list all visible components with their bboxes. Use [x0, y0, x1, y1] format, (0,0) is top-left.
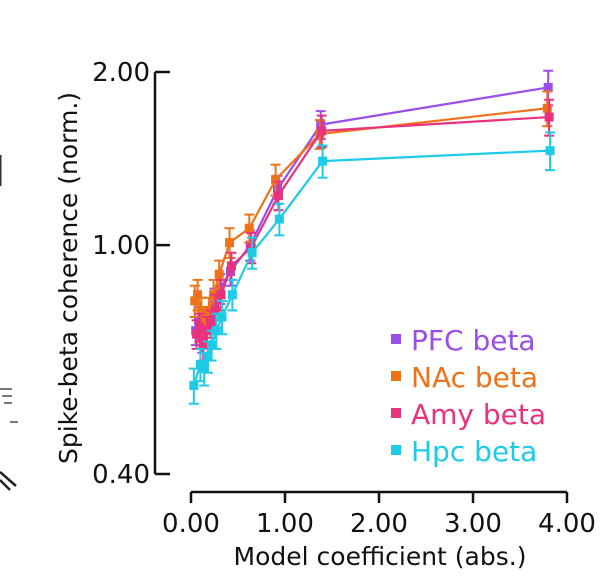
data-point-nac-beta — [225, 238, 235, 248]
data-point-hpc-beta — [217, 312, 227, 322]
data-point-hpc-beta — [203, 352, 213, 362]
legend-label-nac-beta: NAc beta — [411, 361, 538, 394]
legend-swatch-amy-beta — [391, 408, 401, 418]
y-tick-label: 1.00 — [92, 231, 150, 261]
series-amy-beta — [191, 98, 555, 362]
data-point-nac-beta — [200, 315, 210, 325]
panel-edge-artifacts — [0, 155, 18, 491]
series-line-pfc-beta — [194, 86, 549, 339]
data-point-hpc-beta — [545, 146, 555, 156]
y-ticks: 0.40 1.00 2.00 — [92, 58, 170, 490]
x-tick-label: 1.00 — [256, 509, 314, 539]
data-point-nac-beta — [271, 175, 281, 185]
data-point-hpc-beta — [189, 381, 199, 391]
x-tick-label: 2.00 — [350, 509, 408, 539]
data-point-nac-beta — [244, 223, 254, 233]
y-axis-title: Spike-beta coherence (norm.) — [54, 92, 83, 464]
data-point-nac-beta — [542, 103, 552, 113]
data-point-amy-beta — [317, 126, 327, 136]
legend-swatch-pfc-beta — [391, 334, 401, 344]
data-point-amy-beta — [210, 305, 220, 315]
data-point-amy-beta — [226, 261, 236, 271]
data-point-nac-beta — [190, 296, 200, 306]
data-point-hpc-beta — [227, 290, 237, 300]
y-tick-label: 2.00 — [92, 58, 150, 88]
data-point-amy-beta — [544, 112, 554, 122]
x-tick-label: 0.00 — [162, 509, 220, 539]
legend-swatch-hpc-beta — [391, 445, 401, 455]
data-point-hpc-beta — [211, 326, 221, 336]
data-point-hpc-beta — [199, 364, 209, 374]
legend-label-amy-beta: Amy beta — [411, 398, 546, 431]
data-point-nac-beta — [196, 305, 206, 315]
legend: PFC beta NAc beta Amy beta Hpc beta — [391, 324, 546, 468]
data-point-amy-beta — [194, 322, 204, 332]
data-point-pfc-beta — [543, 82, 553, 92]
legend-label-hpc-beta: Hpc beta — [411, 435, 537, 468]
data-point-amy-beta — [216, 290, 226, 300]
legend-swatch-nac-beta — [391, 371, 401, 381]
data-point-amy-beta — [273, 190, 283, 200]
data-point-hpc-beta — [318, 156, 328, 166]
data-point-hpc-beta — [274, 214, 284, 224]
x-ticks: 0.00 1.00 2.00 3.00 4.00 — [162, 492, 596, 539]
x-tick-label: 4.00 — [538, 509, 596, 539]
data-point-nac-beta — [193, 290, 203, 300]
x-tick-label: 3.00 — [444, 509, 502, 539]
x-axis-title: Model coefficient (abs.) — [234, 542, 527, 571]
data-point-amy-beta — [206, 319, 216, 329]
data-point-hpc-beta — [207, 340, 217, 350]
y-tick-label: 0.40 — [92, 460, 150, 490]
legend-label-pfc-beta: PFC beta — [411, 324, 536, 357]
data-point-nac-beta — [214, 269, 224, 279]
series-layer — [188, 69, 556, 405]
data-point-amy-beta — [192, 329, 202, 339]
series-hpc-beta — [188, 131, 556, 405]
data-point-hpc-beta — [247, 248, 257, 258]
